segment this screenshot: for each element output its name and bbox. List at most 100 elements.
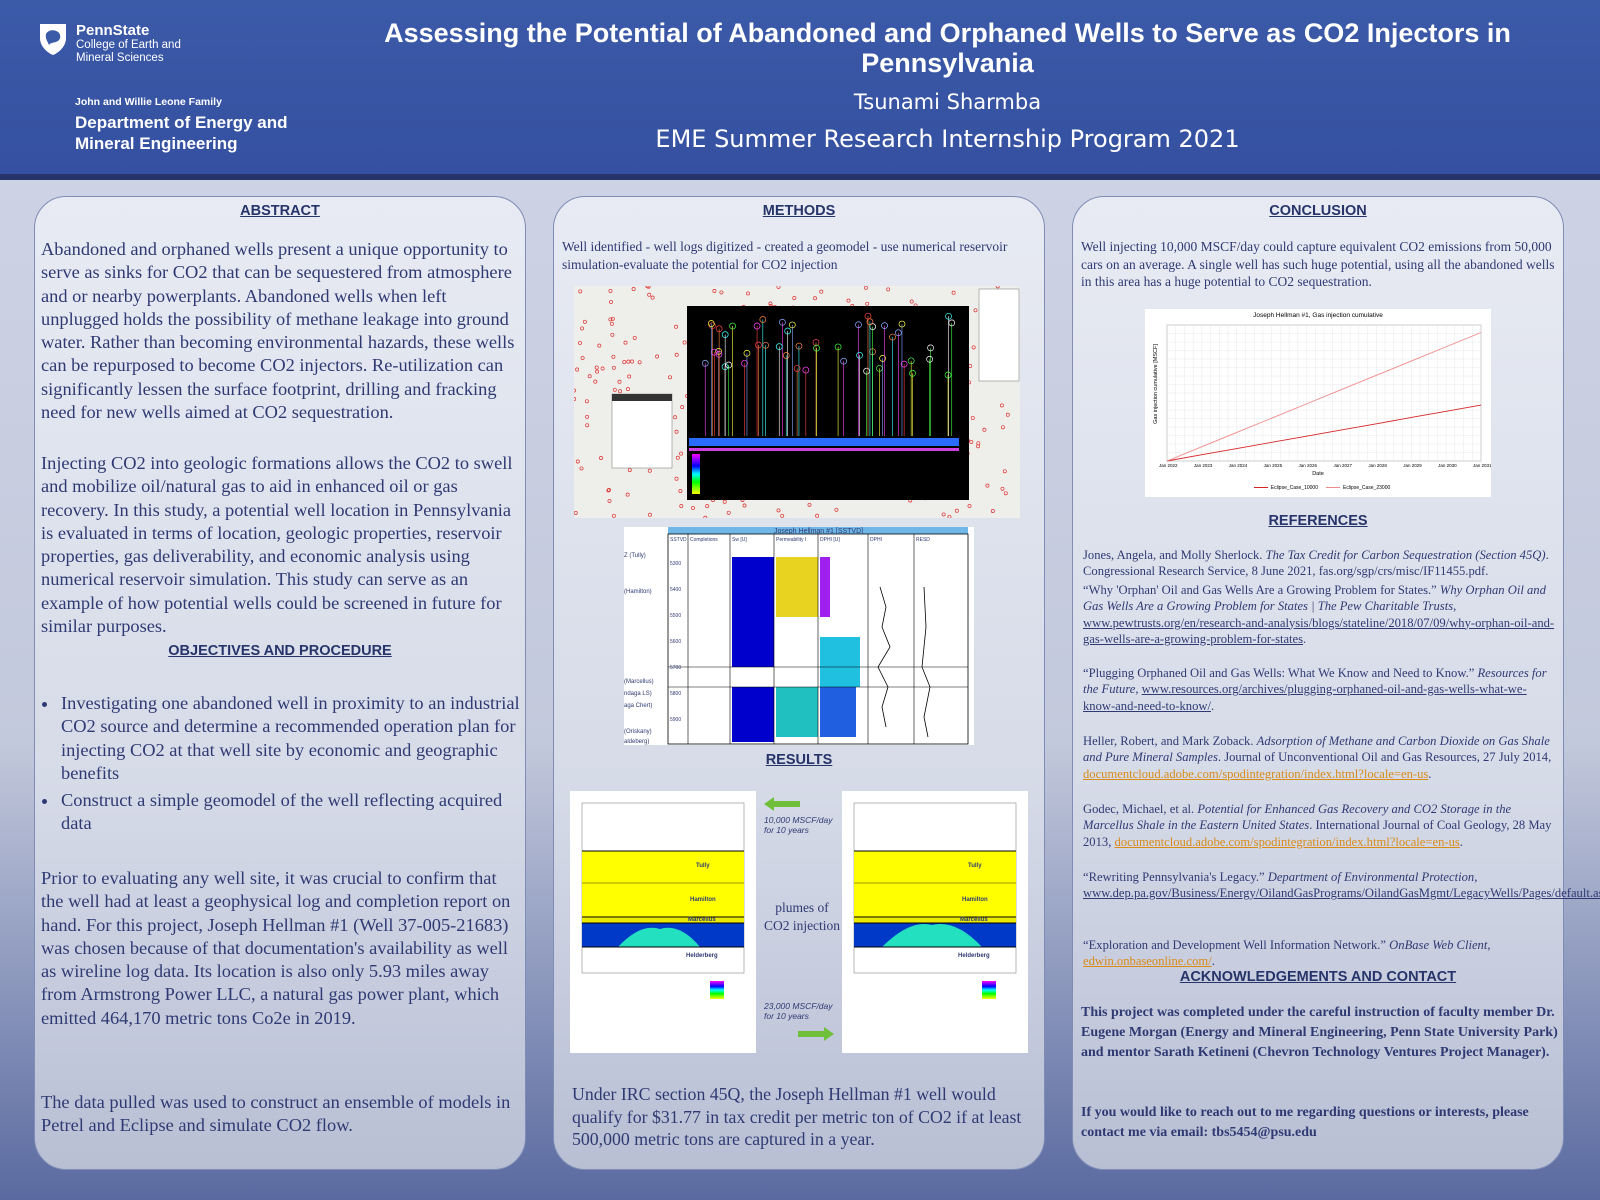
well-head [721, 331, 729, 338]
well-head [802, 366, 810, 374]
well-dot [982, 427, 987, 432]
well-dot [705, 504, 710, 509]
well-head [743, 349, 751, 357]
layer-helderberg: Helderberg [686, 953, 718, 959]
shield-icon [40, 24, 66, 55]
reference-link[interactable]: documentcloud.adobe.com/spodintegration/… [1114, 834, 1460, 849]
arrow-right-icon [798, 1027, 834, 1041]
well-head [834, 343, 842, 351]
well-dot [1002, 469, 1007, 474]
reference-5: Godec, Michael, et al. Potential for Enh… [1083, 802, 1552, 849]
well-head [795, 342, 803, 350]
log-depth: 5300 [670, 561, 682, 567]
log-header: Sw [U] [732, 537, 747, 543]
well-dot [819, 289, 824, 294]
well-dot [655, 354, 660, 359]
chart-series-line [1166, 332, 1482, 462]
well-head [927, 344, 934, 352]
well-dot [712, 289, 717, 293]
well-head [864, 312, 872, 320]
well-dot [585, 423, 590, 428]
well-dot [580, 326, 585, 331]
well-dot [673, 415, 678, 420]
well-head [725, 361, 733, 369]
department: John and Willie Leone Family Department … [75, 96, 315, 154]
well-trajectories [701, 312, 956, 436]
well-dot [807, 502, 812, 507]
well-dot [610, 332, 615, 337]
log-top: Z (Tully) [624, 553, 646, 559]
reference-link[interactable]: www.dep.pa.gov/Business/Energy/OilandGas… [1083, 886, 1600, 901]
left-panel: ABSTRACT Abandoned and orphaned wells pr… [34, 196, 526, 1170]
well-dot [580, 355, 585, 360]
well-dot [865, 301, 870, 306]
chart-svg [1166, 324, 1482, 462]
well-log-image: Joseph Hellman #1 [SSTVD] SSTVD Completio… [624, 527, 974, 745]
well-dot [612, 387, 617, 392]
well-dot [674, 429, 679, 434]
well-dot [947, 514, 952, 518]
well-dot [976, 444, 981, 449]
well-dot [792, 296, 797, 301]
well-dot [650, 295, 655, 300]
well-dot [909, 299, 914, 304]
well-head [907, 357, 915, 365]
log-depth: 5900 [670, 717, 682, 723]
log-header: SSTVD [670, 537, 687, 543]
well-dot [995, 286, 1000, 289]
well-head [813, 344, 820, 352]
well-head [945, 312, 952, 320]
well-dot [746, 291, 750, 296]
chart-ylabel: Gas injection cumulative [MSCF] [1153, 344, 1159, 424]
chart-xlabel: Date [1312, 471, 1324, 477]
injection-chart: Joseph Hellman #1, Gas injection cumulat… [1145, 309, 1491, 497]
well-dot [691, 505, 695, 510]
well-dot [593, 379, 598, 384]
well-dot [617, 379, 622, 384]
well-dot [647, 468, 652, 473]
reference-link[interactable]: www.resources.org/archives/plugging-orph… [1083, 682, 1527, 713]
well-head [788, 321, 796, 329]
well-dot [967, 503, 972, 508]
log-depth: 5500 [670, 613, 682, 619]
well-dot [608, 288, 613, 293]
well-dot [587, 374, 592, 379]
well-dot [611, 354, 616, 359]
reference-link[interactable]: www.pewtrusts.org/en/research-and-analys… [1083, 615, 1555, 646]
well-head [879, 354, 886, 362]
conclusion-text: Well injecting 10,000 MSCF/day could cap… [1081, 239, 1555, 289]
well-dot [611, 365, 616, 370]
geomodel-map-image [574, 286, 1020, 518]
logo-college: College of Earth and Mineral Sciences [76, 39, 181, 64]
well-dot [631, 287, 636, 291]
reference-4: Heller, Robert, and Mark Zoback. Adsorpt… [1083, 734, 1552, 781]
well-dot [627, 374, 632, 379]
reference-link[interactable]: documentcloud.adobe.com/spodintegration/… [1083, 766, 1429, 781]
well-dot [608, 317, 613, 322]
log-depth: 5400 [670, 587, 682, 593]
cross-section-graphic [581, 802, 745, 999]
chart-series-line [1166, 404, 1482, 462]
well-dot [609, 299, 613, 304]
well-dot [682, 340, 687, 345]
well-dot [954, 508, 959, 513]
well-dot [680, 405, 685, 410]
well-dot [1000, 425, 1005, 430]
reference-link[interactable]: edwin.onbaseonline.com/ [1083, 954, 1212, 969]
well-dot [632, 335, 637, 340]
log-header: DPHI [870, 537, 882, 543]
well-dot [768, 301, 773, 306]
procedure-p4: The data pulled was used to construct an… [41, 1092, 511, 1136]
objective-item: Construct a simple geomodel of the well … [59, 789, 529, 836]
well-dot [985, 483, 990, 488]
reference-2: “Why 'Orphan' Oil and Gas Wells Are a Gr… [1083, 583, 1555, 646]
dept-family: John and Willie Leone Family [75, 96, 222, 108]
well-head [840, 357, 847, 365]
cross-section-10000: Tully Hamilton Marcellus Helderberg [570, 791, 756, 1053]
well-dot [637, 360, 642, 365]
author: Tsunami Sharmba [853, 90, 1042, 114]
layer-hamilton: Hamilton [690, 897, 716, 903]
objectives-list: Investigating one abandoned well in prox… [41, 692, 529, 840]
well-dot [647, 292, 652, 297]
layer-marcellus: Marcellus [960, 917, 988, 923]
